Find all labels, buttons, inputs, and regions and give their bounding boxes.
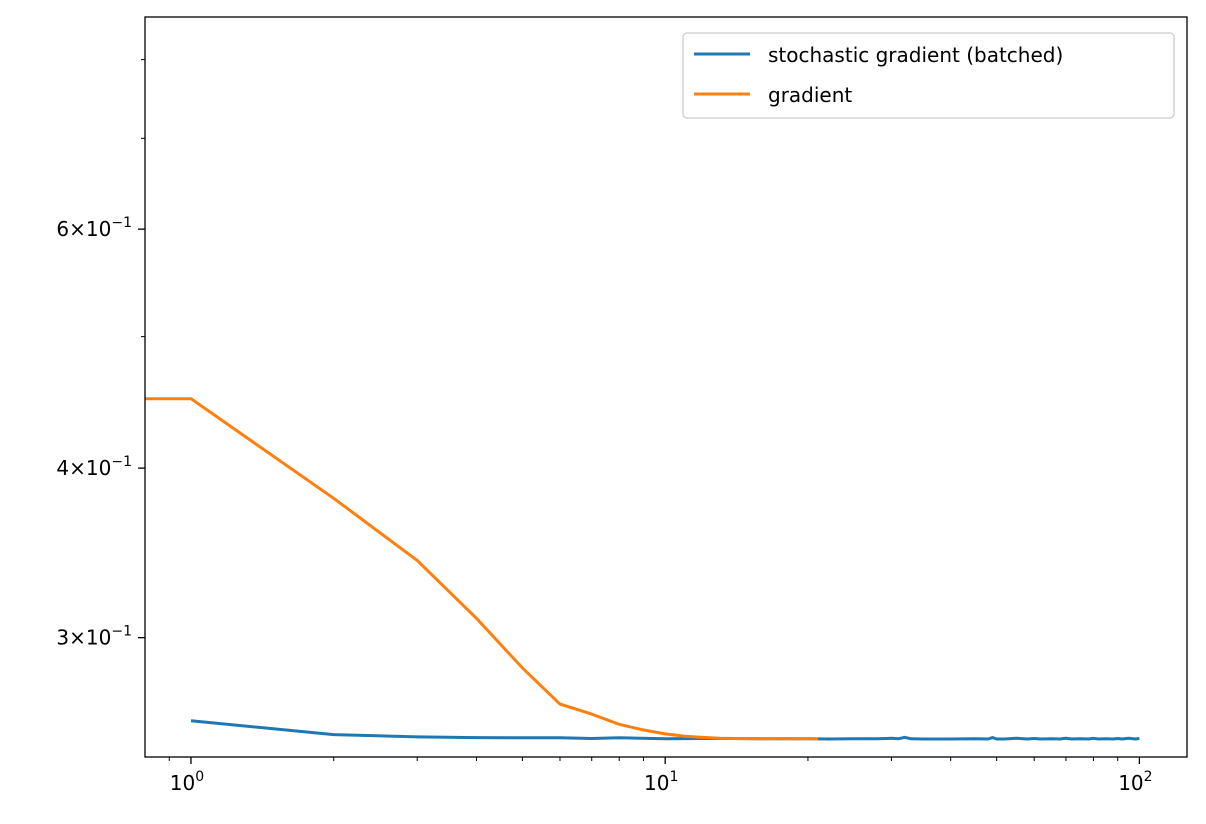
y-tick-label: 3×10−1 bbox=[56, 624, 132, 650]
legend-label-stochastic: stochastic gradient (batched) bbox=[768, 43, 1063, 67]
y-tick-label: 6×10−1 bbox=[56, 215, 132, 241]
series-line-gradient bbox=[145, 397, 818, 741]
y-axis: 3×10−1 4×10−1 6×10−1 bbox=[56, 59, 145, 650]
legend-box bbox=[682, 32, 1175, 119]
legend: stochastic gradient (batched) gradient bbox=[682, 32, 1175, 119]
series-layer bbox=[145, 397, 1140, 741]
plot-frame bbox=[144, 16, 1188, 758]
x-axis: 100 101 102 bbox=[168, 757, 1153, 795]
legend-label-gradient: gradient bbox=[768, 83, 852, 107]
x-tick-label: 101 bbox=[644, 769, 678, 795]
x-tick-label: 102 bbox=[1118, 769, 1152, 795]
y-tick-label: 4×10−1 bbox=[56, 454, 132, 480]
x-tick-label: 100 bbox=[170, 769, 204, 795]
series-line-stochastic bbox=[190, 719, 1140, 741]
